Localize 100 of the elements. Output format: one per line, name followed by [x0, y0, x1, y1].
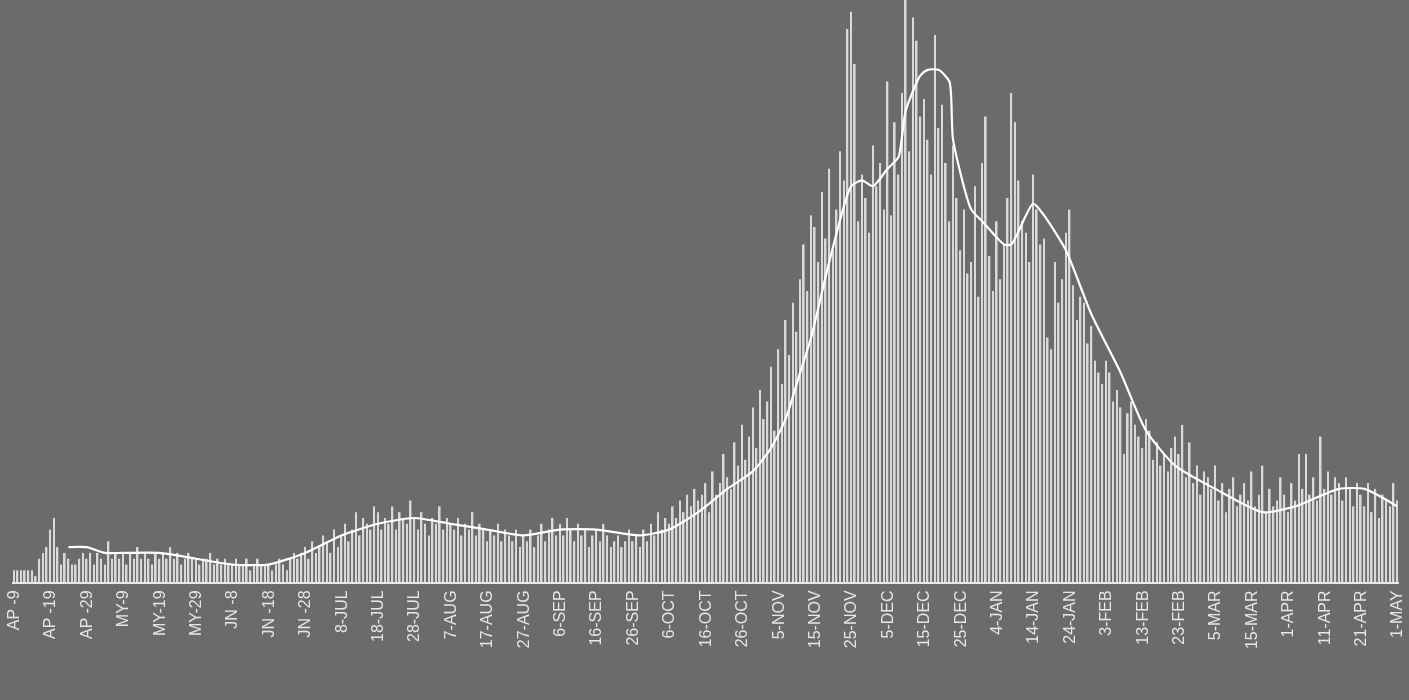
bar [1334, 477, 1337, 582]
bar [13, 570, 15, 582]
bar [180, 564, 183, 582]
bar [671, 506, 674, 582]
x-tick-label: 26-OCT [733, 590, 751, 648]
bar [154, 552, 157, 582]
bar [930, 174, 933, 582]
bar [923, 98, 925, 582]
bar [1101, 384, 1104, 582]
x-tick-label: 15-NOV [805, 590, 823, 649]
bar [770, 366, 772, 582]
bar [424, 523, 427, 582]
bar [952, 145, 954, 582]
bar [53, 517, 55, 582]
bar [478, 523, 481, 582]
bar [304, 547, 306, 582]
bar [1134, 424, 1136, 582]
bar [1174, 436, 1176, 582]
bar [384, 517, 386, 582]
bar [1156, 442, 1158, 582]
bar [377, 512, 379, 582]
bar [1374, 488, 1377, 582]
bar [1385, 500, 1388, 582]
x-tick-label: AP -9 [5, 590, 23, 631]
bar [129, 552, 132, 582]
bar [963, 209, 965, 582]
bar [606, 535, 609, 582]
bar [38, 558, 41, 582]
bar [850, 11, 852, 582]
bar [191, 558, 194, 582]
bar [777, 349, 780, 582]
bar [1196, 465, 1198, 582]
bar [529, 529, 532, 582]
x-tick-label: 28-JUL [405, 590, 423, 642]
x-tick-label: AP -29 [77, 590, 95, 640]
bar [1032, 174, 1034, 582]
bar [1083, 302, 1085, 582]
bar [31, 570, 33, 582]
bar [555, 535, 558, 582]
bar [366, 523, 368, 582]
bar [1268, 488, 1271, 582]
bar [49, 529, 52, 582]
bar [504, 529, 507, 582]
bar [355, 512, 357, 582]
bar [1061, 279, 1064, 582]
bar [941, 104, 943, 582]
bar [1054, 261, 1056, 582]
x-tick-label: 13-FEB [1133, 590, 1151, 645]
bar [995, 221, 998, 582]
bar [1010, 93, 1013, 582]
bar [282, 564, 285, 582]
bar [27, 570, 30, 582]
x-tick-label: 25-NOV [842, 590, 860, 649]
bar [493, 535, 496, 582]
x-tick-label: 27-AUG [514, 590, 532, 649]
bar [122, 552, 124, 582]
x-tick-label: 11-APR [1315, 590, 1333, 646]
bar [904, 0, 907, 582]
bar [559, 523, 561, 582]
x-tick-label: JN -18 [259, 590, 277, 638]
bar [1025, 232, 1027, 582]
bar [362, 517, 365, 582]
bar [1105, 360, 1107, 582]
bar [970, 261, 973, 582]
bar [457, 517, 459, 582]
bar [1349, 488, 1351, 582]
x-tick-label: 5-NOV [769, 590, 787, 640]
bar [741, 424, 743, 582]
bar [326, 541, 328, 582]
bar [1367, 483, 1369, 582]
bar [711, 471, 714, 582]
bar [1072, 285, 1074, 582]
bar [566, 517, 568, 582]
bar [810, 215, 812, 582]
bar [1043, 238, 1045, 582]
bar [1319, 436, 1322, 582]
bar [1152, 459, 1155, 582]
bar [788, 355, 791, 582]
bar [1327, 471, 1329, 582]
bar [1232, 477, 1235, 582]
x-tick-label: 3-FEB [1097, 590, 1115, 636]
x-tick-label: 6-OCT [660, 590, 678, 639]
x-tick-label: 15-MAR [1242, 590, 1260, 650]
x-tick-label: 1-APR [1279, 590, 1297, 638]
x-tick-label: 14-JAN [1024, 590, 1042, 644]
bar [140, 558, 143, 582]
bar [515, 529, 518, 582]
bar [82, 552, 84, 582]
bar [1254, 506, 1257, 582]
bar [839, 151, 842, 582]
bar [63, 552, 66, 582]
bar [919, 116, 922, 582]
bar [78, 558, 81, 582]
x-tick-label: 18-JUL [369, 590, 387, 642]
bar [722, 453, 725, 582]
bar [646, 541, 649, 582]
bar [489, 529, 492, 582]
bar [118, 558, 121, 582]
bar [872, 145, 874, 582]
bar [748, 436, 750, 582]
